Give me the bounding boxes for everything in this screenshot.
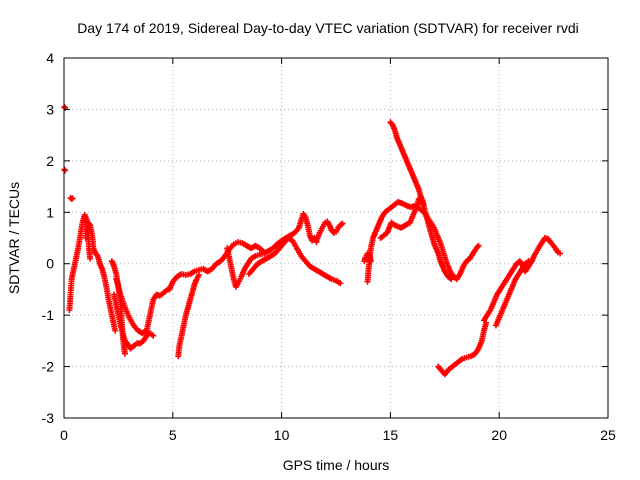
tick-marks <box>63 57 609 419</box>
chart-title: Day 174 of 2019, Sidereal Day-to-day VTE… <box>77 20 579 36</box>
data-point <box>62 104 69 111</box>
series-s18 <box>435 319 490 378</box>
data-point <box>475 242 482 249</box>
series-s10 <box>175 272 202 360</box>
series-s13 <box>313 218 346 244</box>
series-s3 <box>67 194 76 202</box>
data-points <box>61 103 564 378</box>
grid-lines <box>64 58 608 418</box>
y-tick-label: 3 <box>46 101 54 117</box>
data-point <box>112 327 119 334</box>
series-s11 <box>224 210 320 290</box>
y-tick-label: 1 <box>46 204 54 220</box>
series-s15 <box>364 199 482 285</box>
y-tick-label: -1 <box>42 307 55 323</box>
series-s9 <box>166 239 268 293</box>
plot-frame <box>63 57 609 419</box>
x-tick-label: 15 <box>383 427 399 443</box>
x-tick-label: 20 <box>491 427 507 443</box>
data-point <box>62 167 69 174</box>
data-point <box>150 332 157 339</box>
data-point <box>69 195 76 202</box>
data-point <box>121 350 128 357</box>
y-tick-label: -2 <box>42 359 55 375</box>
series-s17 <box>387 119 427 208</box>
y-tick-label: -3 <box>42 410 55 426</box>
data-point <box>337 280 344 287</box>
data-point <box>525 258 532 265</box>
data-point <box>448 276 455 283</box>
series-s16 <box>377 193 455 283</box>
y-tick-label: 4 <box>46 50 54 66</box>
x-tick-label: 5 <box>169 427 177 443</box>
tick-labels: 0 5 10 15 20 25 -3 -2 -1 0 1 2 3 4 <box>42 50 616 443</box>
series-s5 <box>82 219 119 334</box>
data-point <box>87 255 94 262</box>
x-axis-label: GPS time / hours <box>283 457 390 473</box>
series-s20 <box>492 258 532 329</box>
series-s7 <box>111 291 157 352</box>
series-s12 <box>245 235 344 287</box>
data-point <box>557 250 564 257</box>
y-tick-label: 0 <box>46 256 54 272</box>
data-point <box>339 220 346 227</box>
data-point <box>195 272 202 279</box>
y-axis-label: SDTVAR / TECUs <box>6 182 22 294</box>
series-s2 <box>61 166 69 174</box>
data-point <box>420 201 427 208</box>
series-s19 <box>480 235 564 324</box>
x-tick-label: 10 <box>274 427 290 443</box>
y-tick-label: 2 <box>46 153 54 169</box>
x-tick-label: 0 <box>60 427 68 443</box>
x-tick-label: 25 <box>600 427 616 443</box>
series-s8 <box>113 276 173 337</box>
